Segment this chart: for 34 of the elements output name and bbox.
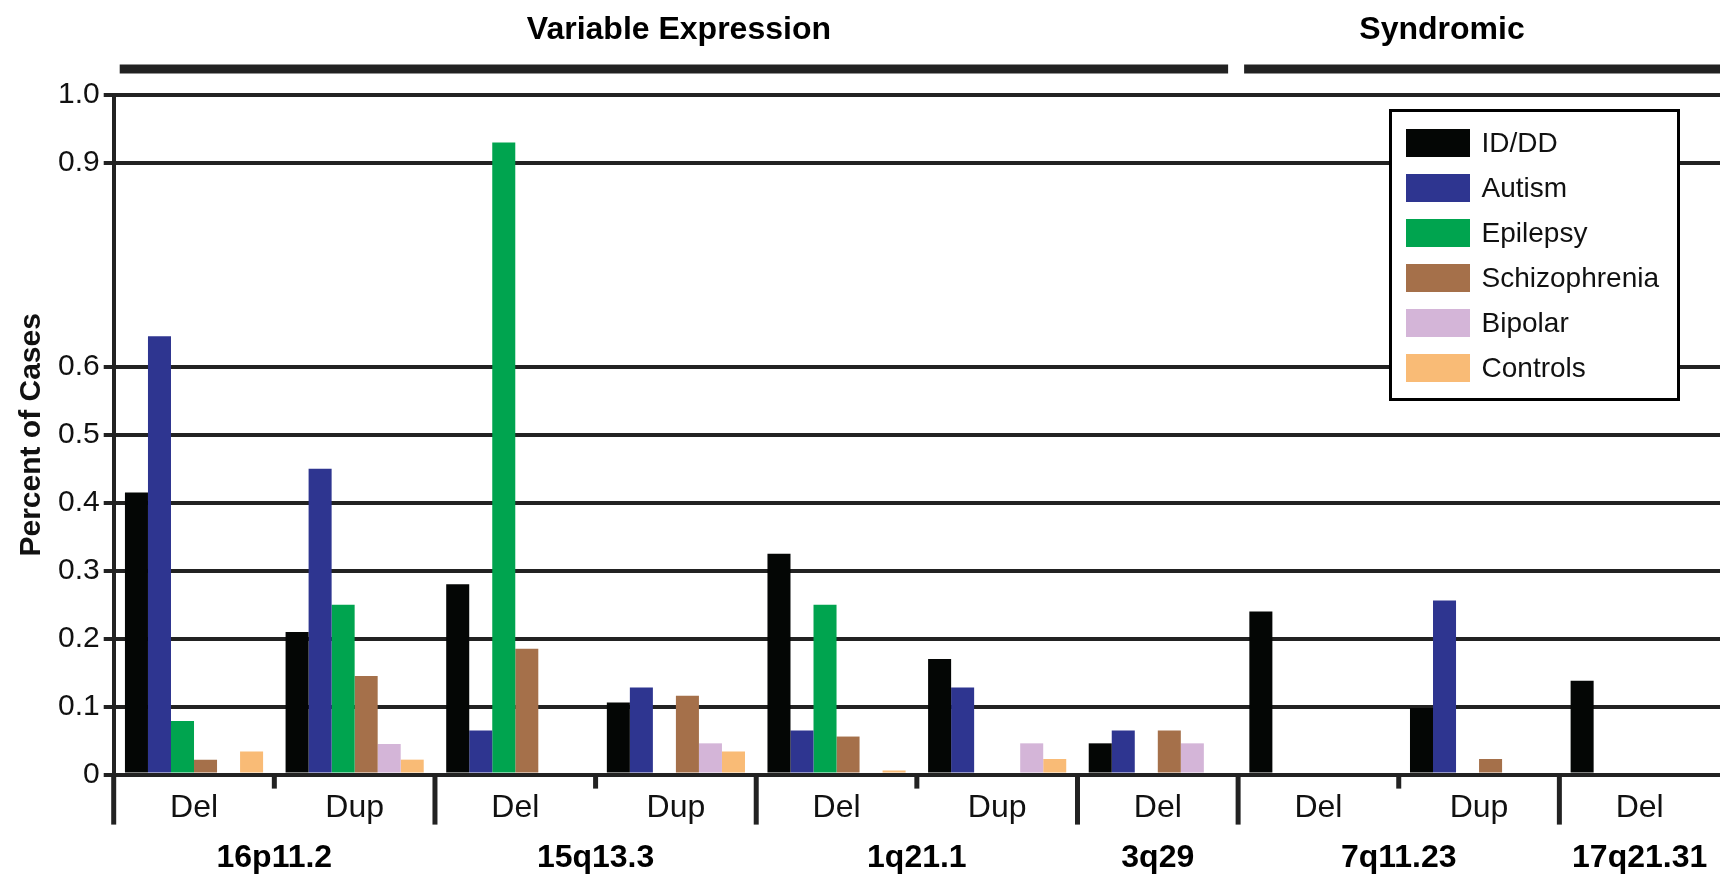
y-tick-label: 0.1	[57, 687, 100, 721]
legend-label: Epilepsy	[1481, 216, 1588, 249]
text: 7q11.23	[1340, 838, 1457, 875]
y-tick-label: 0.9	[57, 144, 100, 178]
legend-label: Autism	[1481, 171, 1568, 204]
legend-label: Controls	[1481, 351, 1586, 384]
text: 3q29	[1121, 838, 1195, 875]
y-tick-label: 0	[83, 755, 100, 789]
x-tick-label: Del	[1294, 787, 1343, 824]
x-tick-label: Dup	[1449, 787, 1509, 824]
y-tick-label: 0.3	[57, 551, 100, 585]
text: 17q21.31	[1572, 838, 1708, 875]
x-tick-label: Del	[812, 787, 861, 824]
x-tick-label: Dup	[325, 787, 384, 824]
legend-label: ID/DD	[1481, 126, 1558, 159]
y-tick-label: 0.2	[57, 619, 100, 653]
text: Syndromic	[1359, 9, 1525, 46]
legend-label: Schizophrenia	[1481, 261, 1659, 294]
text: Variable Expression	[526, 9, 831, 46]
y-tick-label: 0.4	[57, 484, 100, 518]
y-tick-label: 1.0	[57, 76, 100, 110]
text: 1q21.1	[867, 838, 967, 875]
y-axis-title: Percent of Cases	[13, 313, 47, 557]
text: 16p11.2	[216, 838, 333, 875]
x-tick-label: Dup	[967, 787, 1027, 824]
y-tick-label: 0.5	[57, 416, 100, 450]
text: 15q13.3	[536, 838, 655, 875]
x-tick-label: Del	[170, 787, 219, 824]
y-tick-label: 0.6	[57, 348, 100, 382]
x-tick-label: Dup	[646, 787, 706, 824]
x-tick-label: Del	[1133, 787, 1182, 824]
x-tick-label: Del	[491, 787, 540, 824]
legend-label: Bipolar	[1481, 306, 1569, 339]
x-tick-label: Del	[1615, 787, 1664, 824]
